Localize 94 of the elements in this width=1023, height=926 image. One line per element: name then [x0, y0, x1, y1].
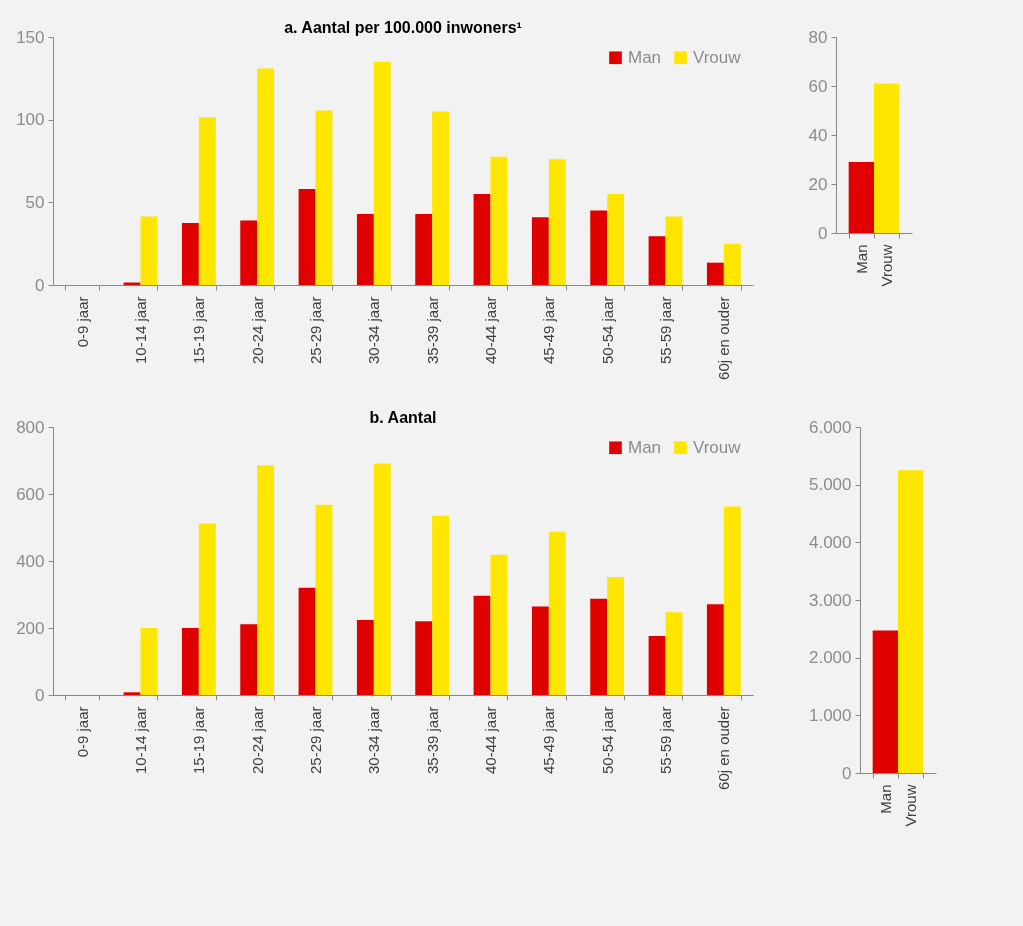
bar: [706, 262, 724, 285]
bar: [432, 111, 450, 285]
x-tick-label: 60j en ouder: [715, 296, 733, 380]
x-tick-label: 35-39 jaar: [423, 706, 441, 775]
bar: [665, 612, 683, 695]
bar: [315, 504, 333, 695]
x-tick-label: 55-59 jaar: [657, 296, 674, 365]
y-tick-label: 60: [808, 76, 828, 96]
y-tick-label: 0: [842, 763, 852, 783]
bar: [240, 624, 258, 695]
bar: [140, 216, 158, 285]
y-tick-label: 150: [16, 27, 45, 47]
y-tick-label: 100: [16, 110, 45, 130]
x-tick-label: 30-34 jaar: [365, 706, 383, 775]
bar: [473, 194, 491, 285]
bar: [298, 189, 316, 285]
x-tick-label: 55-59 jaar: [657, 706, 674, 775]
y-tick-label: 4.000: [808, 532, 852, 552]
x-tick-label: 25-29 jaar: [307, 706, 324, 775]
legend-label: Vrouw: [693, 437, 742, 457]
y-tick-label: 600: [16, 484, 45, 504]
bar: [607, 194, 625, 285]
x-tick-label: 0-9 jaar: [73, 706, 91, 758]
legend-label: Vrouw: [693, 47, 742, 67]
y-tick-label: 50: [25, 192, 45, 212]
y-tick-label: 0: [35, 275, 45, 295]
x-tick-label: 50-54 jaar: [598, 296, 616, 365]
bar: [432, 515, 450, 695]
legend-label: Man: [628, 437, 662, 457]
bar: [140, 628, 158, 695]
bar: [490, 156, 508, 285]
bar: [181, 223, 199, 285]
bar: [590, 210, 608, 285]
y-tick-label: 800: [16, 417, 45, 437]
x-tick-label: 60j en ouder: [715, 706, 733, 790]
bar: [723, 506, 741, 695]
bar: [415, 621, 433, 695]
y-tick-label: 2.000: [808, 648, 852, 668]
bar: [198, 117, 216, 285]
x-tick-label: 0-9 jaar: [73, 296, 91, 348]
bar: [257, 465, 275, 695]
bar: [181, 628, 199, 695]
y-tick-label: 200: [16, 618, 45, 638]
x-tick-label: 25-29 jaar: [307, 296, 324, 365]
bar: [665, 216, 683, 285]
bar: [356, 213, 374, 285]
x-tick-label: 40-44 jaar: [482, 706, 499, 775]
x-tick-label: 15-19 jaar: [190, 296, 208, 365]
bar: [373, 61, 391, 285]
y-tick-label: 0: [35, 685, 45, 705]
bar: [356, 619, 374, 695]
y-tick-label: 80: [808, 27, 828, 47]
bar: [607, 577, 625, 695]
x-tick-label: 10-14 jaar: [132, 296, 149, 365]
bar: [240, 220, 258, 285]
y-tick-label: 400: [16, 551, 45, 571]
x-tick-label: 50-54 jaar: [598, 706, 616, 775]
bar: [648, 636, 666, 695]
x-tick-label: 20-24 jaar: [248, 706, 266, 775]
x-tick-label: 15-19 jaar: [190, 706, 208, 775]
y-tick-label: 40: [808, 125, 828, 145]
y-tick-label: 3.000: [808, 590, 852, 610]
bar: [373, 463, 391, 695]
bar: [490, 554, 508, 695]
bar: [298, 587, 316, 695]
y-tick-label: 20: [808, 174, 828, 194]
bar: [723, 243, 741, 285]
x-tick-label: 20-24 jaar: [248, 296, 266, 365]
bar: [531, 606, 549, 695]
bar: [548, 159, 566, 285]
x-tick-label: 35-39 jaar: [423, 296, 441, 365]
x-tick-label: 30-34 jaar: [365, 296, 383, 365]
bar: [257, 68, 275, 285]
x-tick-label: 10-14 jaar: [132, 706, 149, 775]
x-tick-label: 45-49 jaar: [540, 296, 558, 365]
bar: [548, 531, 566, 695]
bar: [590, 598, 608, 695]
bar: [415, 213, 433, 285]
bar: [198, 523, 216, 695]
bar: [315, 110, 333, 285]
bar: [473, 595, 491, 695]
bar: [123, 692, 141, 695]
x-tick-label: 45-49 jaar: [540, 706, 558, 775]
y-tick-label: 6.000: [808, 417, 852, 437]
y-tick-label: 1.000: [808, 705, 852, 725]
bar: [531, 217, 549, 285]
bar: [706, 604, 724, 695]
chart-title: b. Aantal: [369, 409, 437, 426]
bar: [648, 236, 666, 285]
chart-title: a. Aantal per 100.000 inwoners¹: [284, 19, 522, 36]
legend-label: Man: [628, 47, 662, 67]
x-tick-label: 40-44 jaar: [482, 296, 499, 365]
y-tick-label: 0: [818, 223, 828, 243]
y-tick-label: 5.000: [808, 475, 852, 495]
